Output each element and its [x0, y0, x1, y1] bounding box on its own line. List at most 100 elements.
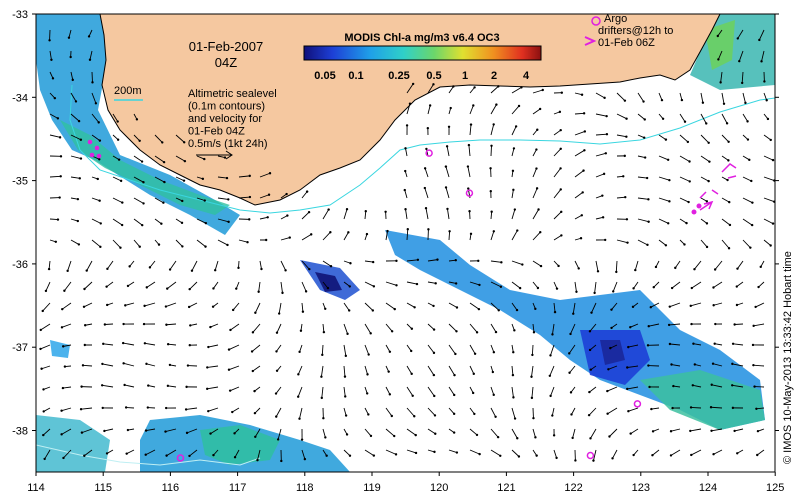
- velocity-arrow-head: [61, 345, 65, 348]
- velocity-arrow: [425, 148, 429, 157]
- x-tick-label: 124: [699, 482, 717, 494]
- velocity-arrow-head: [691, 384, 695, 387]
- velocity-arrow: [616, 196, 626, 199]
- velocity-arrow: [607, 386, 618, 392]
- velocity-arrow: [448, 302, 458, 308]
- velocity-arrow-head: [654, 265, 658, 269]
- velocity-arrow: [364, 281, 375, 287]
- x-tick-label: 120: [430, 482, 448, 494]
- velocity-arrow-head: [631, 305, 635, 309]
- velocity-arrow-head: [650, 407, 653, 411]
- velocity-arrow-head: [735, 303, 739, 307]
- velocity-arrow: [511, 105, 520, 115]
- velocity-arrow: [549, 365, 555, 376]
- velocity-arrow-head: [549, 354, 552, 357]
- velocity-arrow: [700, 239, 708, 248]
- velocity-arrow: [691, 406, 702, 409]
- velocity-arrow-head: [423, 186, 427, 190]
- velocity-arrow-head: [473, 86, 476, 89]
- velocity-arrow-head: [648, 385, 651, 389]
- velocity-arrow-head: [388, 393, 392, 396]
- velocity-arrow-head: [611, 457, 614, 460]
- velocity-arrow: [133, 134, 140, 142]
- velocity-arrow-head: [601, 216, 605, 219]
- velocity-arrow-head: [128, 265, 131, 268]
- velocity-arrow-head: [48, 39, 51, 42]
- velocity-arrow-head: [207, 345, 210, 349]
- colorbar-gradient: [303, 45, 542, 61]
- velocity-arrow-head: [433, 450, 436, 454]
- velocity-arrow-head: [345, 433, 349, 436]
- velocity-arrow-head: [116, 138, 120, 141]
- x-tick-label: 115: [94, 482, 112, 494]
- velocity-arrow-head: [424, 206, 428, 210]
- velocity-arrow-head: [98, 139, 102, 142]
- velocity-arrow-head: [386, 229, 389, 233]
- velocity-arrow-head: [744, 101, 747, 105]
- velocity-arrow: [627, 365, 639, 368]
- velocity-arrow-head: [44, 289, 48, 293]
- velocity-arrow-head: [233, 456, 237, 459]
- velocity-arrow: [574, 260, 580, 269]
- velocity-arrow-head: [608, 435, 611, 438]
- velocity-arrow: [228, 365, 240, 371]
- altimetry-legend-line: and velocity for: [188, 113, 262, 125]
- velocity-arrow-head: [300, 438, 304, 441]
- velocity-arrow: [82, 364, 93, 367]
- velocity-arrow: [280, 260, 286, 271]
- velocity-arrow-head: [76, 219, 80, 223]
- velocity-arrow: [637, 113, 646, 120]
- argo-float-marker: [465, 189, 474, 197]
- velocity-arrow-head: [752, 363, 755, 367]
- velocity-arrow: [133, 155, 143, 162]
- velocity-arrow-head: [163, 180, 166, 184]
- velocity-arrow-head: [736, 267, 739, 270]
- velocity-arrow-head: [692, 342, 695, 345]
- velocity-arrow-head: [67, 36, 71, 39]
- altimetry-legend-line: 0.5m/s (1kt 24h): [188, 138, 267, 150]
- velocity-arrow-head: [605, 114, 608, 118]
- velocity-arrow-head: [69, 55, 72, 59]
- velocity-arrow-head: [514, 125, 518, 128]
- velocity-arrow: [207, 386, 219, 390]
- velocity-arrow: [553, 449, 558, 459]
- velocity-arrow: [448, 281, 457, 284]
- velocity-arrow: [165, 428, 177, 433]
- velocity-arrow-head: [433, 414, 437, 417]
- velocity-arrow: [637, 155, 646, 158]
- velocity-arrow-head: [144, 429, 148, 432]
- velocity-arrow-head: [254, 435, 257, 439]
- velocity-arrow: [710, 406, 723, 409]
- velocity-arrow-head: [285, 192, 288, 196]
- velocity-arrow: [154, 176, 165, 183]
- velocity-arrow-head: [683, 120, 687, 123]
- velocity-arrow: [425, 208, 429, 220]
- velocity-arrow: [91, 239, 101, 248]
- velocity-arrow-head: [490, 144, 493, 148]
- velocity-arrow: [406, 386, 414, 397]
- velocity-arrow-head: [60, 326, 64, 329]
- velocity-arrow-head: [771, 158, 775, 162]
- velocity-arrow-head: [394, 453, 398, 456]
- velocity-arrow-head: [559, 188, 562, 191]
- velocity-arrow: [511, 449, 520, 457]
- velocity-arrow: [609, 428, 618, 437]
- velocity-arrow: [427, 105, 431, 115]
- velocity-arrow: [259, 172, 271, 178]
- velocity-arrow: [753, 323, 765, 327]
- velocity-arrow: [322, 209, 330, 220]
- velocity-arrow: [406, 344, 412, 352]
- velocity-arrow-head: [367, 353, 370, 356]
- velocity-arrow-head: [575, 290, 578, 294]
- velocity-arrow: [217, 176, 228, 179]
- velocity-arrow-head: [348, 309, 351, 312]
- velocity-arrow-head: [184, 408, 188, 411]
- velocity-arrow: [742, 197, 753, 204]
- velocity-arrow-head: [490, 210, 493, 213]
- velocity-arrow-head: [432, 373, 436, 377]
- velocity-arrow-head: [344, 395, 347, 398]
- velocity-arrow-head: [164, 406, 168, 410]
- velocity-arrow: [763, 155, 774, 161]
- velocity-arrow-head: [537, 208, 540, 211]
- velocity-arrow: [301, 191, 308, 199]
